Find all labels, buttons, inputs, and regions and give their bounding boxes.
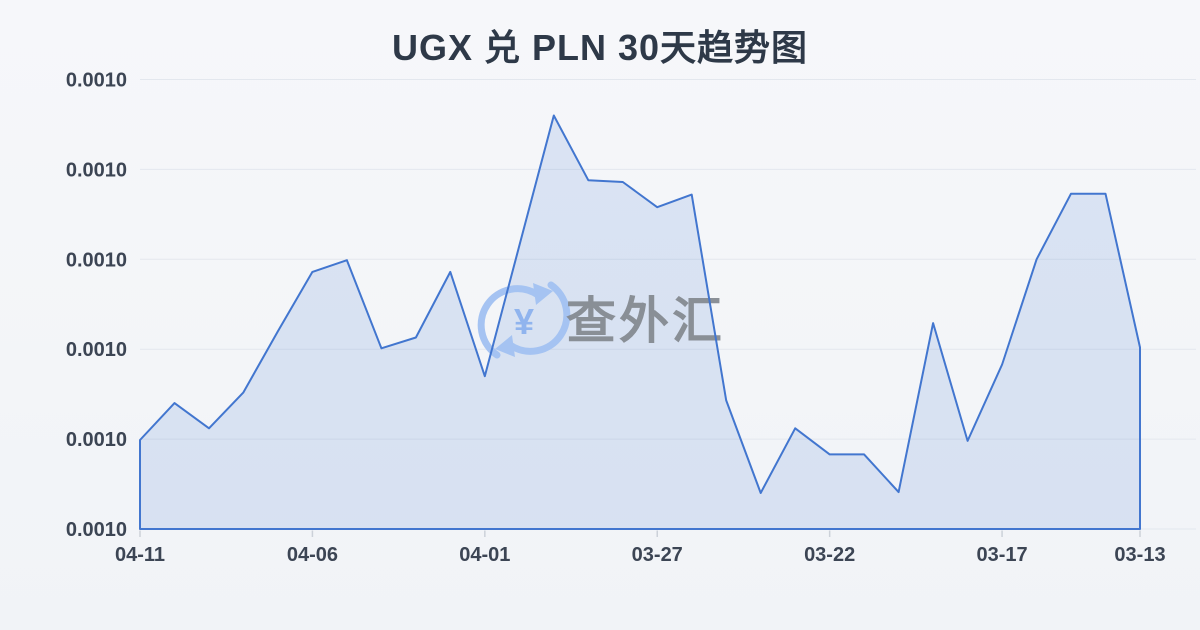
- x-tick-label: 03-27: [632, 544, 683, 566]
- y-axis-labels: 0.0010 0.0010 0.0010 0.0010 0.0010 0.0010: [66, 70, 127, 542]
- x-axis-ticks: [139, 530, 1141, 537]
- y-tick-label: 0.0010: [66, 159, 127, 181]
- y-tick-label: 0.0010: [66, 339, 127, 361]
- trend-line: [139, 114, 1141, 530]
- chart-title: UGX 兑 PLN 30天趋势图: [391, 27, 809, 68]
- area-fill: [140, 115, 1140, 529]
- watermark-text: 查外汇: [566, 293, 725, 349]
- y-tick-label: 0.0010: [66, 70, 127, 92]
- x-tick-label: 04-06: [287, 544, 338, 566]
- x-tick-label: 03-22: [804, 544, 855, 566]
- x-tick-label: 03-13: [1114, 544, 1165, 566]
- x-tick-label: 03-17: [976, 544, 1027, 566]
- x-axis-labels: 04-11 04-06 04-01 03-27 03-22 03-17 03-13: [115, 544, 1166, 566]
- y-tick-label: 0.0010: [66, 429, 127, 451]
- x-tick-label: 04-11: [115, 544, 165, 566]
- y-tick-label: 0.0010: [66, 519, 127, 541]
- x-tick-label: 04-01: [459, 544, 510, 566]
- currency-exchange-yuan-icon: ¥: [477, 281, 571, 359]
- svg-text:¥: ¥: [514, 301, 534, 342]
- y-tick-label: 0.0010: [66, 249, 127, 271]
- watermark: ¥ 查外汇: [477, 281, 725, 359]
